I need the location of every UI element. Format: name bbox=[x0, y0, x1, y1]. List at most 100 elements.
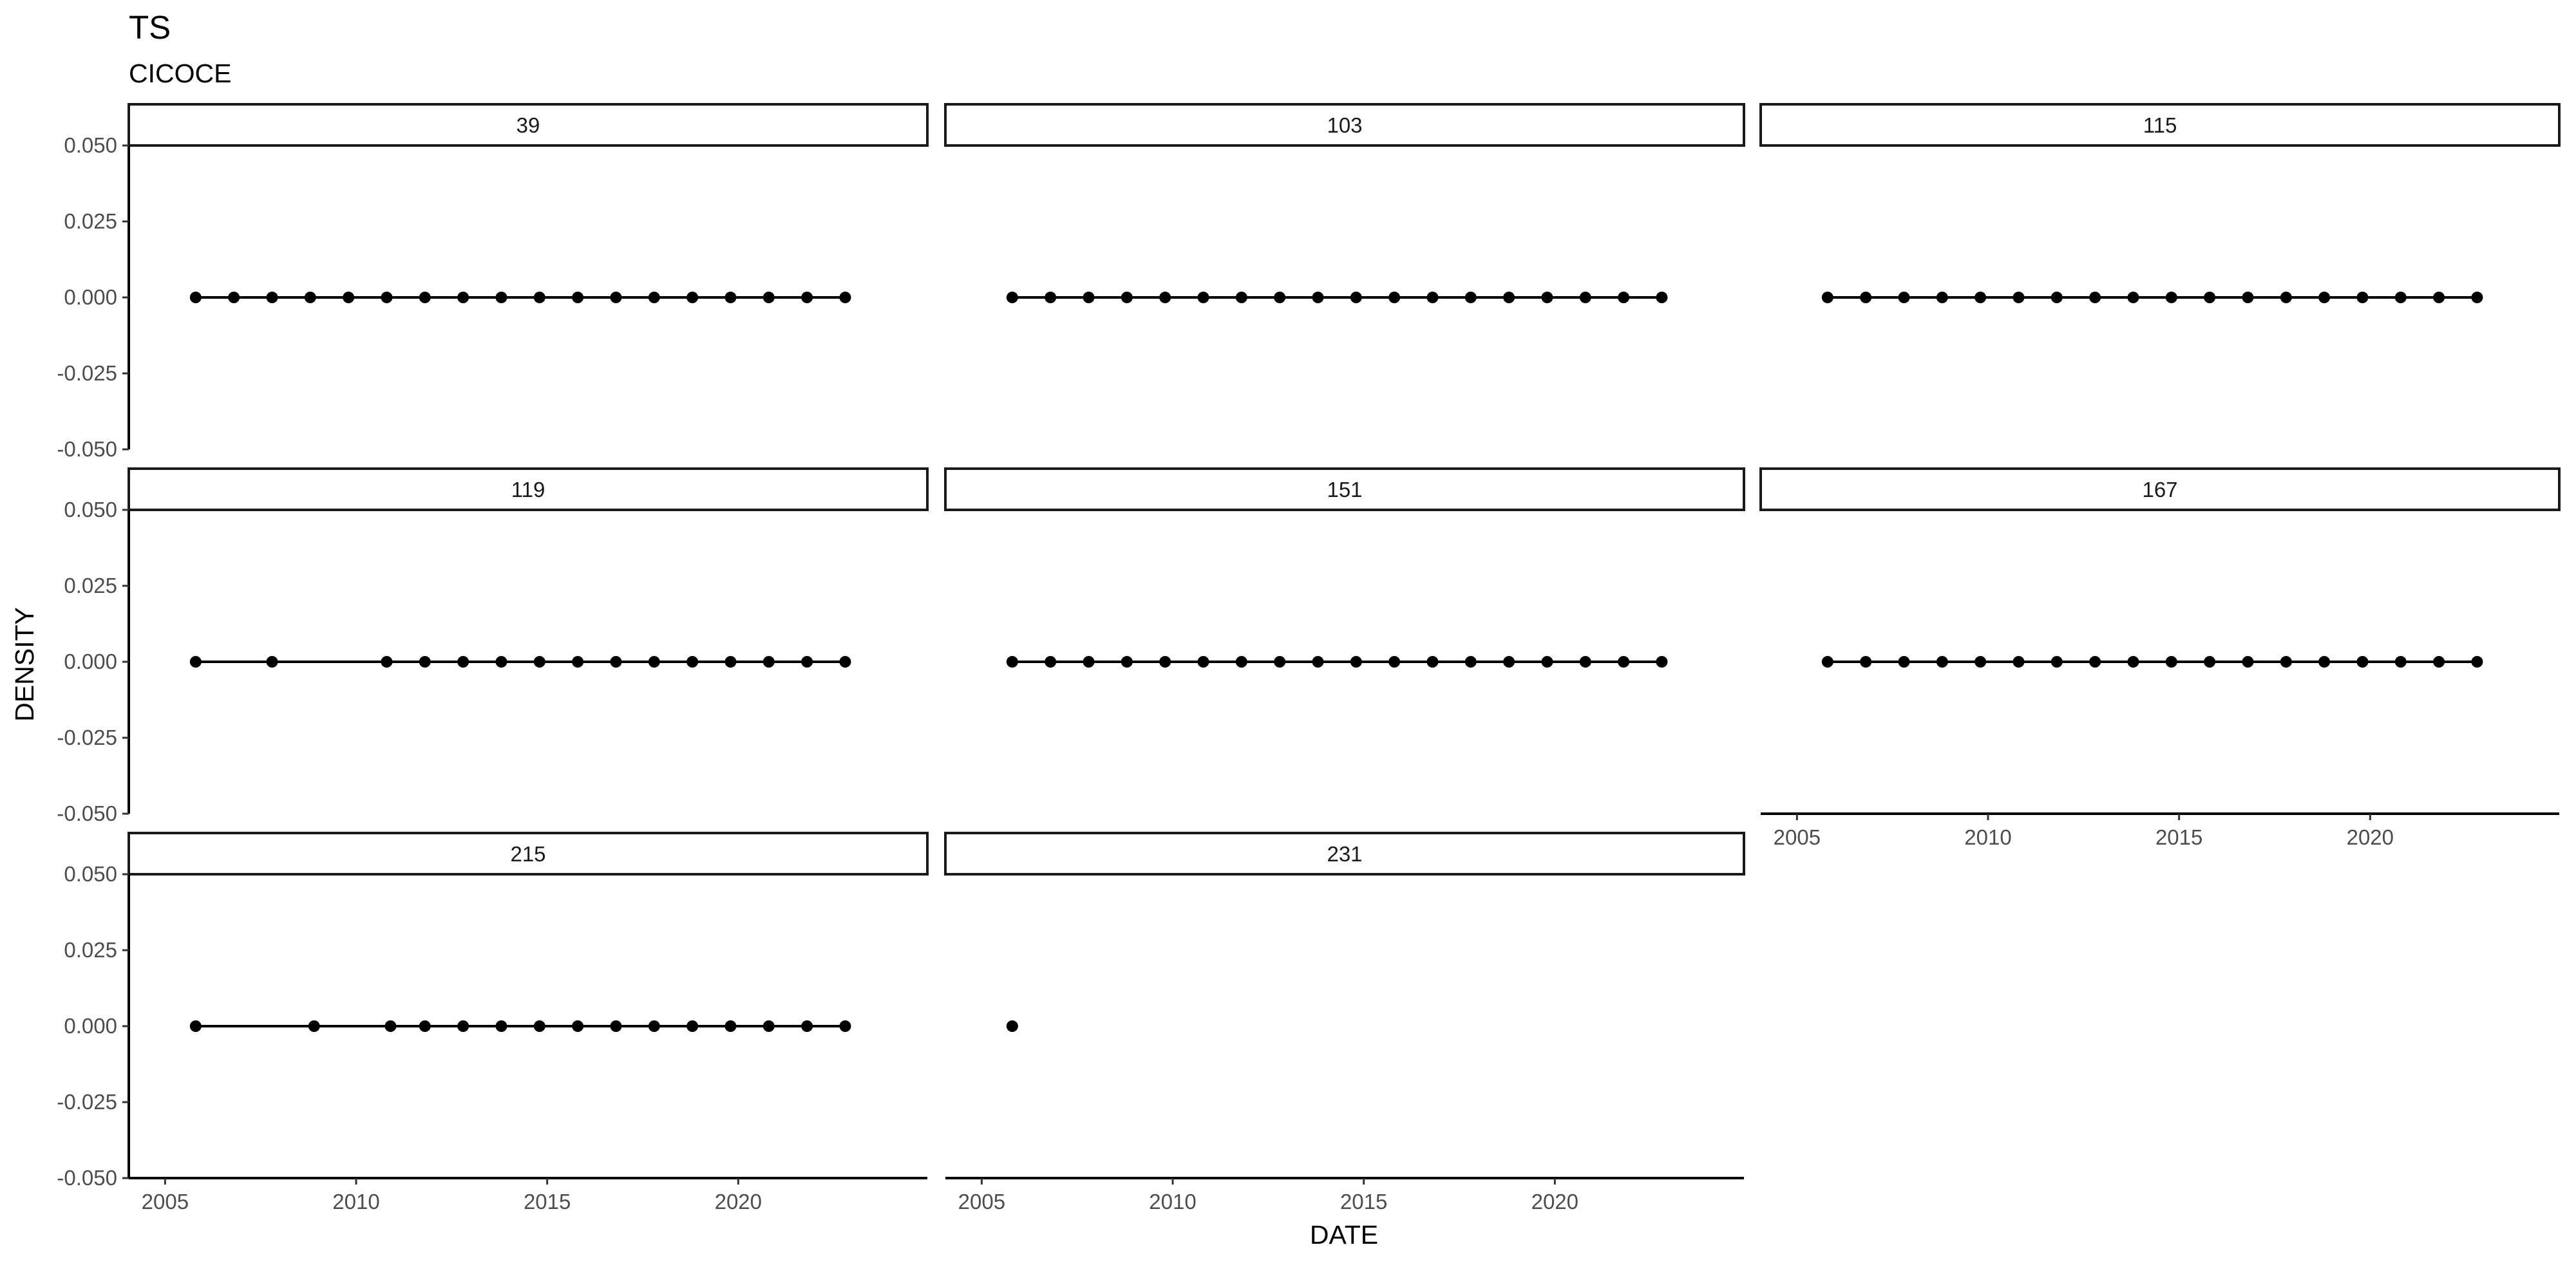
data-point bbox=[1860, 292, 1872, 303]
x-tick-label: 2015 bbox=[2155, 825, 2202, 849]
data-point bbox=[1898, 656, 1910, 668]
data-point bbox=[801, 656, 813, 668]
data-point bbox=[2318, 292, 2331, 303]
data-point bbox=[2165, 656, 2177, 668]
data-point bbox=[1083, 656, 1095, 668]
data-point bbox=[839, 656, 851, 668]
data-point bbox=[1388, 656, 1401, 668]
data-point bbox=[1006, 292, 1018, 303]
data-point bbox=[304, 292, 316, 303]
data-point bbox=[381, 292, 393, 303]
x-tick-label: 2010 bbox=[1964, 825, 2011, 849]
facet-strip bbox=[1759, 103, 2561, 147]
y-tick-label: 0.025 bbox=[64, 209, 117, 233]
x-tick-label: 2015 bbox=[1340, 1190, 1387, 1213]
facet-label: 215 bbox=[510, 842, 545, 866]
data-point bbox=[1274, 656, 1286, 668]
data-point bbox=[572, 656, 584, 668]
data-point bbox=[2127, 292, 2139, 303]
facet-label: 103 bbox=[1327, 113, 1362, 137]
y-tick-label: -0.050 bbox=[57, 1166, 117, 1190]
data-point bbox=[381, 656, 393, 668]
data-point bbox=[495, 656, 507, 668]
data-point bbox=[1579, 292, 1591, 303]
y-tick-label: 0.050 bbox=[64, 133, 117, 157]
facet-strip bbox=[944, 832, 1745, 876]
data-point bbox=[2356, 656, 2369, 668]
data-point bbox=[2433, 292, 2445, 303]
data-point bbox=[533, 1020, 545, 1032]
data-point bbox=[648, 292, 660, 303]
data-point bbox=[839, 1020, 851, 1032]
data-point bbox=[343, 292, 355, 303]
chart-subtitle: CICOCE bbox=[129, 59, 231, 88]
data-point bbox=[2165, 292, 2177, 303]
facet-strip bbox=[128, 103, 929, 147]
data-point bbox=[495, 1020, 507, 1032]
x-tick-label: 2010 bbox=[1149, 1190, 1196, 1213]
data-point bbox=[1618, 656, 1630, 668]
facet-strip bbox=[128, 467, 929, 511]
data-point bbox=[189, 292, 202, 303]
data-point bbox=[687, 1020, 699, 1032]
data-point bbox=[572, 292, 584, 303]
data-point bbox=[2280, 656, 2292, 668]
data-point bbox=[2471, 656, 2483, 668]
x-tick-label: 2005 bbox=[142, 1190, 189, 1213]
x-tick-label: 2005 bbox=[1774, 825, 1821, 849]
data-point bbox=[533, 656, 545, 668]
y-tick-label: -0.050 bbox=[57, 437, 117, 461]
data-point bbox=[419, 1020, 431, 1032]
data-point bbox=[457, 656, 469, 668]
y-tick-label: -0.025 bbox=[57, 1090, 117, 1114]
data-point bbox=[1464, 656, 1477, 668]
data-point bbox=[1579, 656, 1591, 668]
data-point bbox=[2204, 656, 2216, 668]
x-tick-label: 2005 bbox=[958, 1190, 1005, 1213]
data-point bbox=[1936, 292, 1948, 303]
data-point bbox=[266, 656, 278, 668]
data-point bbox=[2050, 292, 2063, 303]
data-point bbox=[1936, 656, 1948, 668]
facet-label: 151 bbox=[1327, 478, 1362, 501]
data-point bbox=[1312, 656, 1324, 668]
data-point bbox=[1235, 292, 1247, 303]
data-point bbox=[2394, 656, 2407, 668]
data-point bbox=[533, 292, 545, 303]
data-point bbox=[2242, 656, 2254, 668]
x-tick-label: 2020 bbox=[2347, 825, 2394, 849]
data-point bbox=[189, 656, 202, 668]
data-point bbox=[1656, 656, 1668, 668]
data-point bbox=[1821, 656, 1833, 668]
y-tick-label: 0.025 bbox=[64, 574, 117, 597]
facet-strip bbox=[944, 467, 1745, 511]
x-tick-label: 2020 bbox=[715, 1190, 762, 1213]
data-point bbox=[1350, 656, 1362, 668]
facet-label: 167 bbox=[2142, 478, 2177, 501]
facet-label: 39 bbox=[516, 113, 540, 137]
data-point bbox=[724, 292, 737, 303]
data-point bbox=[610, 1020, 622, 1032]
data-point bbox=[610, 292, 622, 303]
data-point bbox=[687, 656, 699, 668]
data-point bbox=[308, 1020, 320, 1032]
data-point bbox=[1898, 292, 1910, 303]
data-point bbox=[1503, 292, 1515, 303]
data-point bbox=[1159, 656, 1171, 668]
data-point bbox=[1159, 292, 1171, 303]
data-point bbox=[1426, 292, 1439, 303]
data-point bbox=[1503, 656, 1515, 668]
y-tick-label: -0.050 bbox=[57, 801, 117, 825]
data-point bbox=[2394, 292, 2407, 303]
data-point bbox=[1006, 656, 1018, 668]
data-point bbox=[762, 656, 775, 668]
data-point bbox=[1426, 656, 1439, 668]
data-point bbox=[648, 1020, 660, 1032]
data-point bbox=[572, 1020, 584, 1032]
data-point bbox=[1197, 656, 1209, 668]
data-point bbox=[2356, 292, 2369, 303]
data-point bbox=[2471, 292, 2483, 303]
y-tick-label: -0.025 bbox=[57, 361, 117, 385]
data-point bbox=[1618, 292, 1630, 303]
data-point bbox=[419, 656, 431, 668]
